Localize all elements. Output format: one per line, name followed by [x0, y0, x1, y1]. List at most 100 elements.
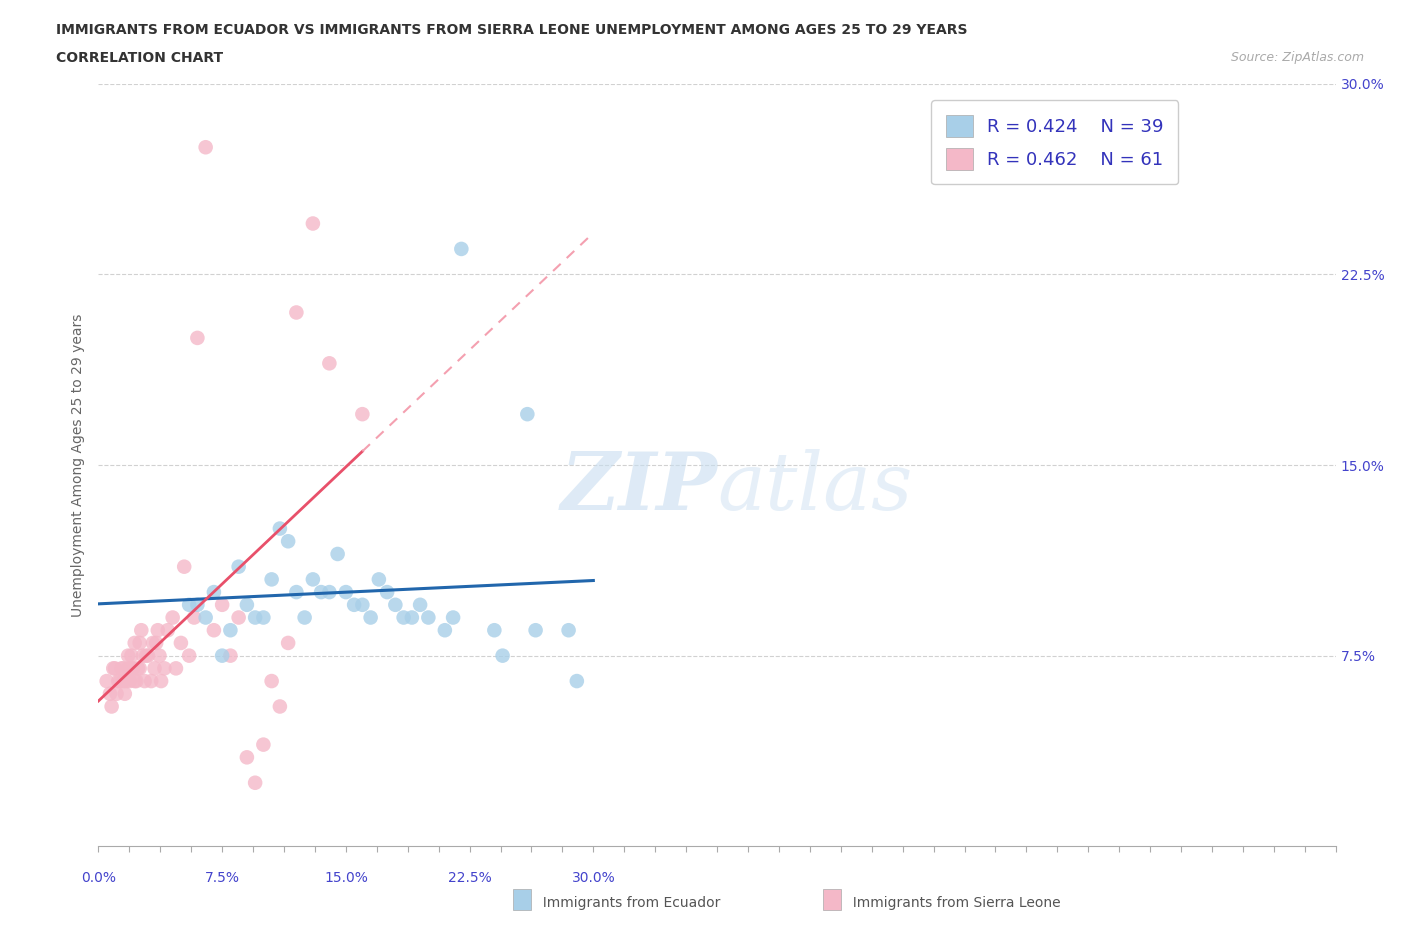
Text: CORRELATION CHART: CORRELATION CHART [56, 51, 224, 65]
Point [153, 661, 176, 676]
Point [565, 673, 588, 688]
Point [124, 635, 146, 650]
Point [170, 635, 193, 650]
Point [148, 648, 170, 663]
Point [352, 406, 374, 421]
Point [105, 686, 128, 701]
Text: ZIP: ZIP [560, 449, 717, 526]
Point [450, 242, 472, 257]
Point [326, 547, 349, 562]
Point [277, 534, 299, 549]
Point [110, 661, 132, 676]
Point [243, 610, 266, 625]
Point [211, 648, 233, 663]
Point [146, 623, 169, 638]
Point [409, 597, 432, 612]
Point [186, 330, 208, 345]
Point [236, 750, 259, 764]
Point [165, 661, 187, 676]
Text: 0.0%: 0.0% [82, 871, 115, 885]
Point [318, 585, 340, 600]
Point [134, 673, 156, 688]
Text: 22.5%: 22.5% [447, 871, 492, 885]
Text: Source: ZipAtlas.com: Source: ZipAtlas.com [1230, 51, 1364, 64]
Point [141, 673, 163, 688]
Point [128, 661, 150, 676]
Point [277, 635, 299, 650]
Point [392, 610, 415, 625]
Point [243, 776, 266, 790]
Point [150, 673, 173, 688]
Point [120, 661, 142, 676]
Point [162, 610, 184, 625]
Point [441, 610, 464, 625]
Point [124, 673, 146, 688]
Point [401, 610, 423, 625]
Point [115, 673, 138, 688]
Text: 15.0%: 15.0% [323, 871, 368, 885]
Point [375, 585, 398, 600]
Point [260, 572, 283, 587]
Point [285, 585, 308, 600]
Point [131, 623, 153, 638]
FancyBboxPatch shape [513, 889, 531, 910]
Point [384, 597, 406, 612]
Point [211, 597, 233, 612]
Point [252, 737, 274, 752]
Point [202, 585, 225, 600]
Point [120, 648, 142, 663]
Point [302, 572, 325, 587]
Point [491, 648, 513, 663]
Point [145, 635, 167, 650]
Point [118, 673, 141, 688]
Point [156, 623, 179, 638]
FancyBboxPatch shape [823, 889, 841, 910]
Point [343, 597, 366, 612]
Point [228, 610, 250, 625]
Point [367, 572, 389, 587]
Legend: R = 0.424    N = 39, R = 0.462    N = 61: R = 0.424 N = 39, R = 0.462 N = 61 [931, 100, 1178, 184]
Text: atlas: atlas [717, 449, 912, 526]
Point [112, 661, 135, 676]
Point [236, 597, 259, 612]
Point [179, 648, 201, 663]
Point [219, 648, 242, 663]
Point [103, 661, 125, 676]
Point [100, 699, 122, 714]
Point [136, 648, 159, 663]
Point [117, 648, 139, 663]
Point [143, 661, 166, 676]
Point [173, 559, 195, 574]
Point [132, 648, 155, 663]
Text: IMMIGRANTS FROM ECUADOR VS IMMIGRANTS FROM SIERRA LEONE UNEMPLOYMENT AMONG AGES : IMMIGRANTS FROM ECUADOR VS IMMIGRANTS FR… [56, 23, 967, 37]
Point [269, 521, 291, 536]
Text: Immigrants from Sierra Leone: Immigrants from Sierra Leone [844, 896, 1060, 910]
Point [557, 623, 579, 638]
Point [142, 635, 165, 650]
Text: 30.0%: 30.0% [571, 871, 616, 885]
Point [194, 610, 217, 625]
Y-axis label: Unemployment Among Ages 25 to 29 years: Unemployment Among Ages 25 to 29 years [70, 313, 84, 617]
Point [98, 686, 121, 701]
Point [179, 597, 201, 612]
Point [360, 610, 382, 625]
Point [352, 597, 374, 612]
Point [127, 661, 149, 676]
Point [516, 406, 538, 421]
Point [194, 140, 217, 154]
Text: Immigrants from Ecuador: Immigrants from Ecuador [534, 896, 721, 910]
Point [135, 648, 157, 663]
Point [318, 356, 340, 371]
Point [186, 597, 208, 612]
Point [117, 661, 139, 676]
Point [128, 635, 150, 650]
Point [122, 661, 145, 676]
Point [228, 559, 250, 574]
Point [202, 623, 225, 638]
Point [418, 610, 440, 625]
Point [302, 216, 325, 231]
Text: 7.5%: 7.5% [205, 871, 239, 885]
Point [309, 585, 332, 600]
Point [524, 623, 547, 638]
Point [219, 623, 242, 638]
